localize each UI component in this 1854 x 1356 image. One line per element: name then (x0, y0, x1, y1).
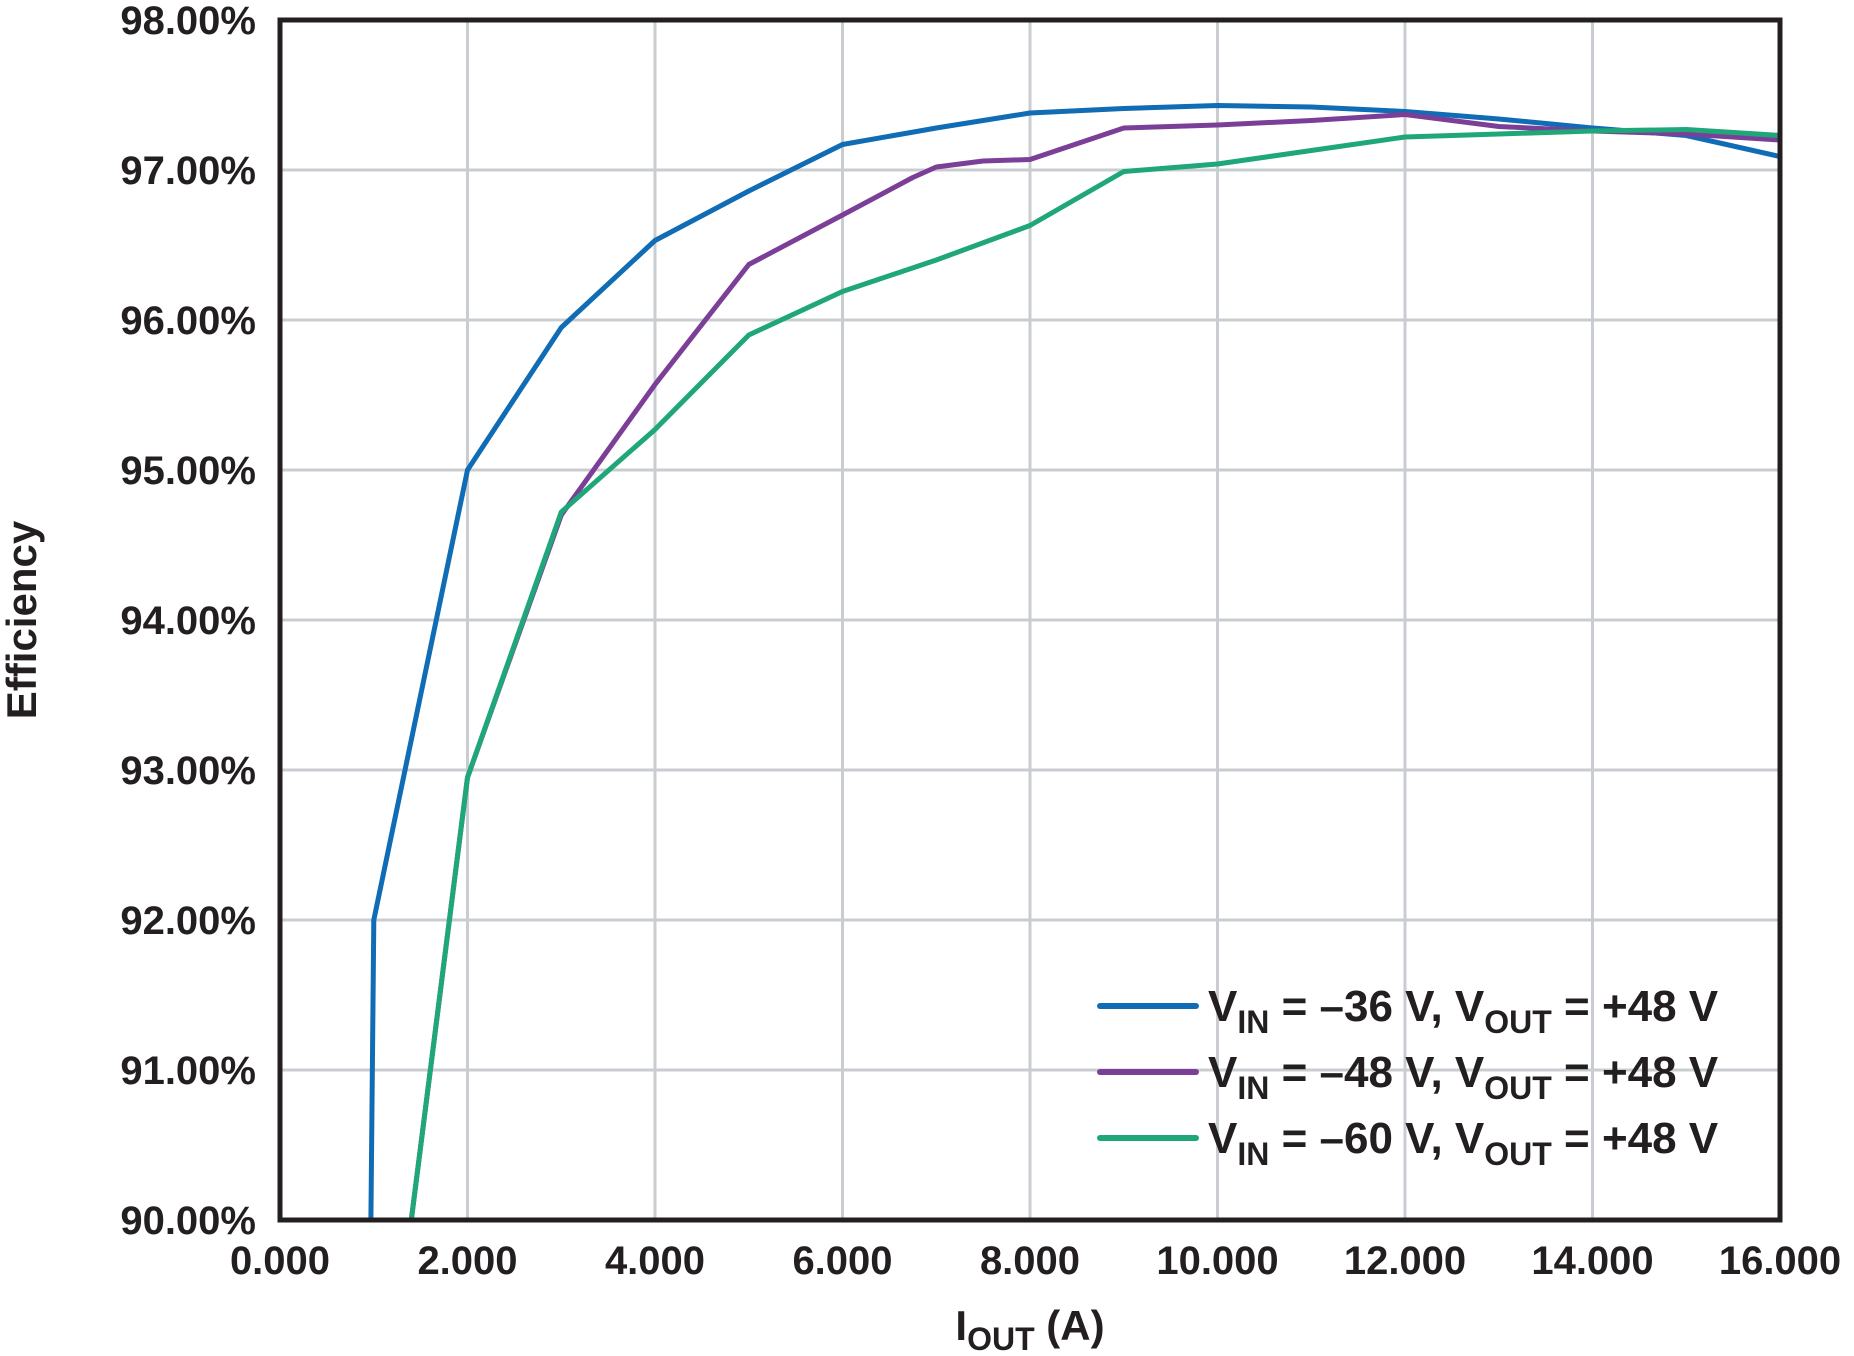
y-axis-title: Efficiency (0, 520, 45, 719)
series-line-1 (368, 103, 1780, 1220)
legend: VIN = –36 V, VOUT = +48 V VIN = –48 V, VO… (1097, 982, 1719, 1172)
plot-frame (277, 17, 1783, 1223)
x-tick-label: 12.000 (1344, 1239, 1466, 1283)
y-tick-label: 90.00% (120, 1199, 256, 1243)
y-tick-label: 93.00% (120, 749, 256, 793)
x-tick-label: 2.000 (417, 1239, 517, 1283)
legend-label: VIN = –48 V, VOUT = +48 V (1208, 1048, 1719, 1106)
x-tick-label: 4.000 (605, 1239, 705, 1283)
x-tick-label: 16.000 (1719, 1239, 1841, 1283)
y-tick-label: 95.00% (120, 449, 256, 493)
x-axis-title: IOUT (A) (955, 1302, 1104, 1356)
series-lines (368, 103, 1780, 1220)
legend-label: VIN = –36 V, VOUT = +48 V (1208, 982, 1719, 1040)
grid-lines (280, 20, 1780, 1220)
y-tick-label: 92.00% (120, 899, 256, 943)
y-tick-label: 97.00% (120, 149, 256, 193)
x-tick-label: 10.000 (1156, 1239, 1278, 1283)
x-tick-label: 8.000 (980, 1239, 1080, 1283)
x-tick-label: 0.000 (230, 1239, 330, 1283)
legend-item-3: VIN = –60 V, VOUT = +48 V (1097, 1114, 1719, 1172)
y-tick-label: 94.00% (120, 599, 256, 643)
x-axis-title-sub: OUT (967, 1321, 1035, 1356)
y-tick-labels: 90.00% 91.00% 92.00% 93.00% 94.00% 95.00% 96.0… (120, 0, 256, 1243)
series-line-3 (408, 127, 1780, 1220)
series-line-2 (408, 112, 1780, 1220)
legend-label: VIN = –60 V, VOUT = +48 V (1208, 1114, 1719, 1172)
y-tick-label: 96.00% (120, 299, 256, 343)
x-tick-labels: 0.000 2.000 4.000 6.000 8.000 10.000 12.000 14.… (230, 1239, 1841, 1283)
y-tick-label: 91.00% (120, 1049, 256, 1093)
legend-item-2: VIN = –48 V, VOUT = +48 V (1097, 1048, 1719, 1106)
y-tick-label: 98.00% (120, 0, 256, 43)
legend-item-1: VIN = –36 V, VOUT = +48 V (1097, 982, 1719, 1040)
x-axis-title-main: I (955, 1302, 967, 1349)
x-tick-label: 14.000 (1531, 1239, 1653, 1283)
x-tick-label: 6.000 (792, 1239, 892, 1283)
x-axis-title-suffix: (A) (1035, 1302, 1105, 1349)
